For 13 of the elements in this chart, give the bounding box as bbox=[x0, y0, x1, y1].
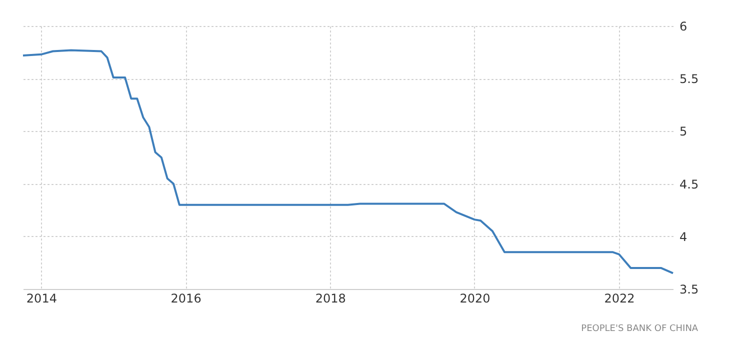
y-tick-label: 6 bbox=[680, 20, 688, 34]
y-tick-label: 5 bbox=[680, 124, 688, 139]
x-tick-label: 2020 bbox=[460, 292, 490, 306]
x-tick-label: 2014 bbox=[26, 292, 57, 306]
x-tick-label: 2018 bbox=[315, 292, 346, 306]
x-tick-label: 2016 bbox=[170, 292, 202, 306]
x-tick-label: 2022 bbox=[604, 292, 635, 306]
text: PEOPLE'S BANK OF CHINA bbox=[581, 324, 699, 334]
y-tick-label: 4 bbox=[680, 230, 688, 244]
y-tick-label: 3.5 bbox=[680, 282, 699, 296]
line-series bbox=[22, 49, 674, 274]
y-tick-label: 5.5 bbox=[680, 72, 699, 86]
y-tick-label: 4.5 bbox=[680, 177, 699, 192]
